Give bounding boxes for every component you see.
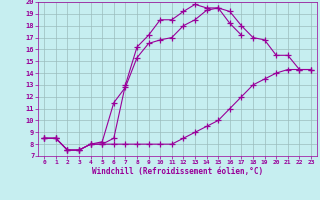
X-axis label: Windchill (Refroidissement éolien,°C): Windchill (Refroidissement éolien,°C): [92, 167, 263, 176]
